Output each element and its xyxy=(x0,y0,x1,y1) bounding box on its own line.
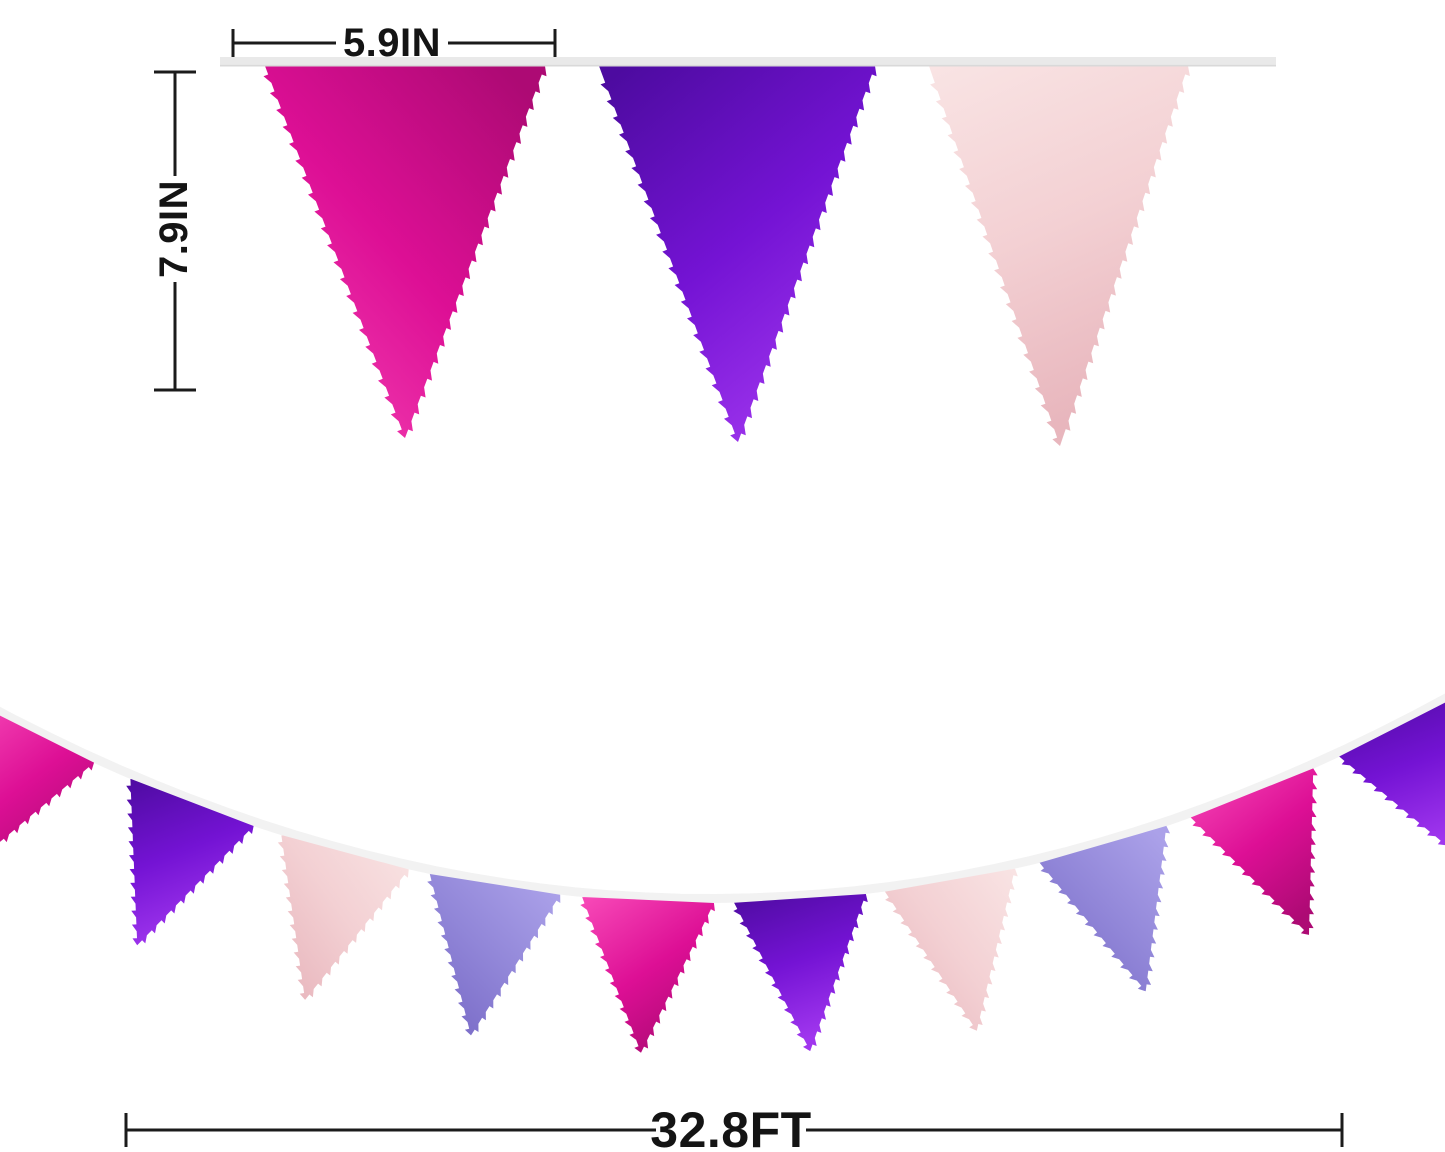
pennant-rosegold xyxy=(929,66,1190,446)
pennant-magenta xyxy=(580,896,715,1053)
pennant-magenta xyxy=(0,715,95,843)
flag-height-dimension: 7.9IN xyxy=(152,70,196,392)
flag-width-dimension: 5.9IN xyxy=(231,21,557,65)
top-banner-closeup xyxy=(220,57,1276,446)
garland-string xyxy=(0,693,1445,904)
pennant-purple xyxy=(599,66,877,442)
pennant-rosegold xyxy=(277,834,409,1000)
top-ribbon xyxy=(220,57,1276,66)
pennant-purple xyxy=(733,894,868,1052)
pennant-rosegold xyxy=(885,868,1018,1031)
dimension-annotations: 5.9IN 7.9IN 32.8FT xyxy=(124,21,1344,1152)
pennant-purple xyxy=(1339,702,1445,846)
banner-length-dimension: 32.8FT xyxy=(124,1102,1344,1152)
flag-height-label: 7.9IN xyxy=(152,180,196,278)
pennant-lavender xyxy=(427,873,561,1036)
pennant-magenta xyxy=(263,66,547,438)
pennant-purple xyxy=(126,778,254,946)
pennant-magenta xyxy=(1190,768,1318,935)
pennant-lavender xyxy=(1039,825,1170,992)
flag-width-label: 5.9IN xyxy=(343,21,441,65)
garland-curved-banner xyxy=(0,693,1445,1053)
banner-length-label: 32.8FT xyxy=(650,1102,811,1152)
